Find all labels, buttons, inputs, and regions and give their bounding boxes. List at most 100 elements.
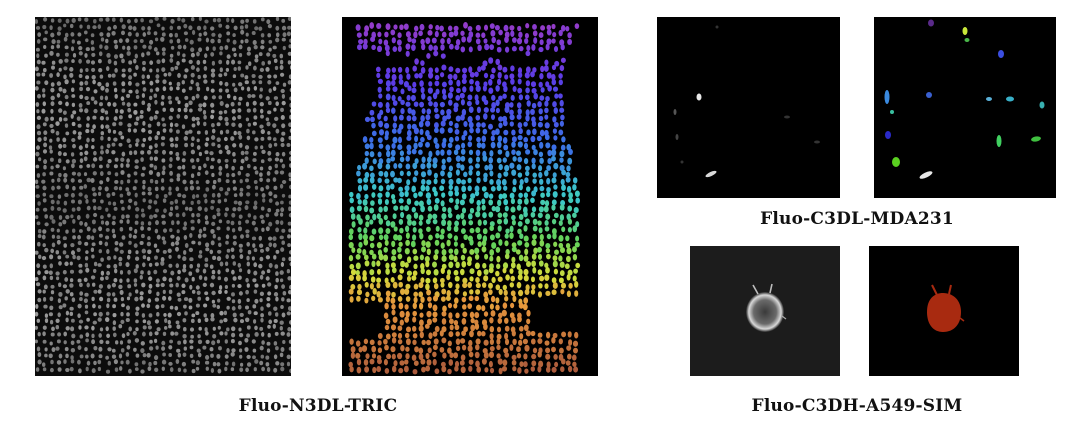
segmented-nucleus [412, 368, 418, 375]
segmented-nucleus [393, 177, 399, 183]
segmented-nucleus [392, 281, 398, 289]
segmented-nucleus [365, 214, 370, 221]
segmented-nucleus [413, 263, 418, 270]
segmented-nucleus [525, 87, 530, 94]
segmented-nucleus [383, 234, 389, 241]
nucleus [118, 115, 123, 120]
segmented-nucleus [469, 197, 474, 204]
nucleus [233, 87, 238, 93]
segmented-nucleus [552, 116, 557, 123]
nucleus [97, 59, 102, 64]
segmented-nucleus [511, 141, 516, 148]
nucleus [239, 25, 244, 30]
nucleus [202, 268, 207, 274]
segmented-nucleus [421, 108, 426, 115]
nucleus [176, 229, 180, 234]
nucleus [50, 45, 55, 50]
nucleus [210, 122, 215, 128]
nucleus [260, 17, 265, 22]
nucleus [93, 108, 98, 114]
segmented-nucleus [461, 142, 466, 149]
nucleus [57, 151, 62, 156]
nucleus [223, 109, 228, 114]
nucleus [78, 269, 83, 274]
nucleus [162, 17, 167, 21]
nucleus [37, 297, 42, 303]
nucleus [120, 348, 125, 353]
nucleus [219, 51, 223, 56]
nucleus [232, 235, 237, 240]
segmented-nucleus [420, 163, 426, 170]
segmented-nucleus [560, 44, 565, 51]
nucleus [253, 115, 258, 120]
segmented-nucleus [384, 44, 390, 52]
segmented-nucleus [428, 100, 433, 107]
segmented-nucleus [567, 331, 572, 338]
segmented-nucleus [495, 232, 501, 239]
nucleus [76, 255, 81, 261]
nucleus [149, 163, 154, 168]
segmented-nucleus [483, 311, 489, 317]
nucleus [155, 110, 159, 115]
segmented-nucleus [538, 46, 544, 53]
segmented-nucleus [510, 94, 515, 101]
nucleus [169, 150, 173, 155]
segmented-nucleus [530, 289, 536, 295]
nucleus [189, 353, 194, 359]
segmented-nucleus [425, 141, 430, 148]
nucleus [279, 270, 284, 275]
segmented-nucleus [554, 93, 559, 99]
segmented-nucleus [363, 205, 369, 213]
nucleus [161, 117, 165, 122]
nucleus [162, 165, 166, 171]
nucleus [237, 206, 242, 212]
nucleus [113, 87, 118, 93]
nucleus [147, 298, 152, 303]
segmented-nucleus [447, 220, 452, 227]
segmented-nucleus [441, 81, 447, 88]
nucleus [267, 324, 271, 329]
segmented-nucleus [537, 365, 542, 373]
nucleus [275, 277, 279, 283]
nucleus [281, 25, 287, 31]
segmented-nucleus [475, 344, 480, 351]
segmented-nucleus [431, 37, 437, 44]
nucleus [191, 123, 196, 128]
segmented-nucleus [523, 297, 529, 304]
nucleus [251, 236, 257, 241]
nucleus [267, 332, 271, 338]
nucleus [286, 311, 291, 316]
segmented-nucleus [517, 198, 523, 205]
nucleus [188, 297, 193, 303]
segmented-nucleus [376, 213, 381, 220]
segmented-nucleus [545, 81, 550, 88]
nucleus [198, 103, 203, 108]
segmented-nucleus [397, 45, 402, 52]
segmented-nucleus [385, 333, 391, 340]
segmented-nucleus [428, 332, 433, 340]
segmented-nucleus [497, 149, 503, 155]
nucleus [161, 170, 166, 176]
segmented-nucleus [483, 38, 488, 44]
segmented-nucleus [446, 149, 452, 156]
segmented-nucleus [446, 274, 451, 281]
segmented-nucleus [482, 60, 488, 67]
segmented-nucleus [525, 109, 530, 116]
nucleus [118, 256, 123, 262]
segmented-nucleus [518, 31, 523, 38]
nucleus [153, 269, 158, 275]
nucleus [246, 325, 251, 330]
segmented-nucleus [530, 366, 536, 372]
nucleus [35, 325, 38, 330]
nucleus [226, 59, 230, 65]
nucleus [167, 296, 172, 301]
segmented-nucleus [442, 352, 447, 359]
nucleus [48, 353, 53, 359]
nucleus [99, 74, 104, 79]
segmented-nucleus [418, 228, 423, 234]
segmented-nucleus [440, 178, 446, 185]
nucleus [127, 205, 131, 210]
nucleus [98, 311, 103, 317]
nucleus [287, 327, 291, 332]
segmented-nucleus [447, 368, 452, 375]
